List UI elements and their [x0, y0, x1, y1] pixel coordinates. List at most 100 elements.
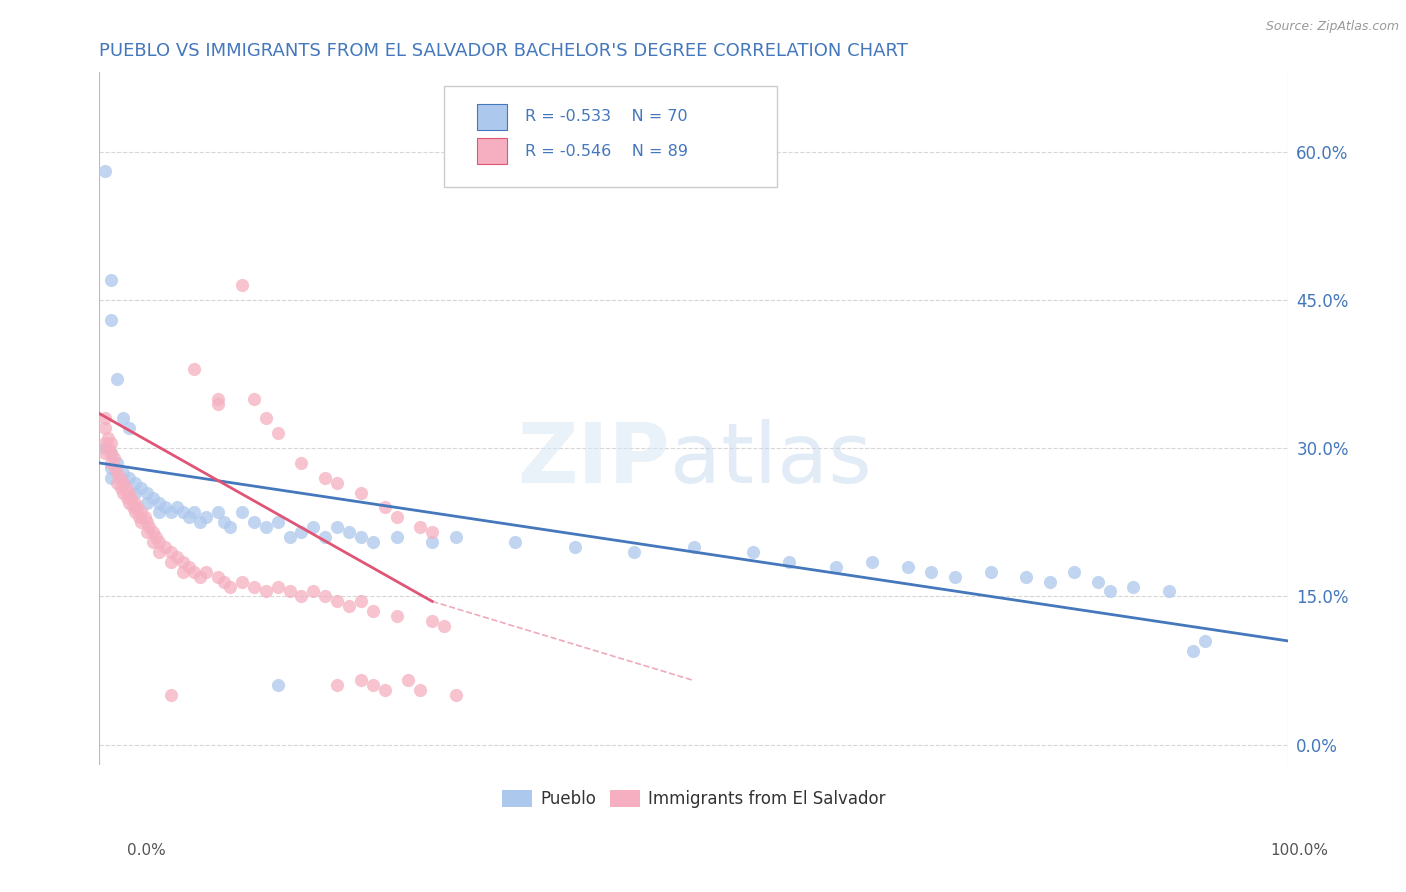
Point: [1159, 584, 1181, 599]
Point: [266, 678, 288, 692]
Y-axis label: Bachelor's Degree: Bachelor's Degree: [0, 348, 7, 489]
Point: [860, 555, 883, 569]
Point: [207, 505, 229, 519]
Point: [314, 530, 336, 544]
Point: [159, 555, 181, 569]
Point: [159, 688, 181, 702]
Point: [159, 545, 181, 559]
Point: [290, 525, 312, 540]
Point: [623, 545, 645, 559]
Point: [190, 569, 212, 583]
Point: [172, 555, 194, 569]
Point: [112, 411, 135, 425]
Point: [135, 485, 157, 500]
Point: [110, 481, 132, 495]
Point: [100, 456, 122, 470]
Point: [396, 673, 419, 688]
Point: [134, 510, 156, 524]
Bar: [478, 103, 508, 130]
Point: [135, 495, 157, 509]
Point: [148, 505, 170, 519]
Point: [177, 559, 200, 574]
Text: Source: ZipAtlas.com: Source: ZipAtlas.com: [1265, 20, 1399, 33]
Text: R = -0.546    N = 89: R = -0.546 N = 89: [524, 144, 688, 159]
Point: [302, 584, 325, 599]
Point: [778, 555, 800, 569]
Text: 100.0%: 100.0%: [1271, 843, 1329, 858]
Point: [127, 500, 149, 515]
Point: [350, 594, 373, 608]
Point: [290, 456, 312, 470]
Point: [166, 549, 188, 564]
Point: [231, 574, 253, 589]
Point: [112, 485, 135, 500]
Text: R = -0.533    N = 70: R = -0.533 N = 70: [524, 109, 688, 124]
Point: [100, 446, 122, 460]
Point: [326, 678, 349, 692]
Point: [409, 683, 432, 698]
Point: [1015, 569, 1038, 583]
FancyBboxPatch shape: [444, 87, 778, 186]
Point: [420, 525, 443, 540]
Point: [100, 461, 122, 475]
Point: [105, 372, 128, 386]
Point: [314, 471, 336, 485]
Point: [505, 535, 527, 549]
Point: [153, 500, 176, 515]
Point: [112, 475, 135, 490]
Point: [142, 525, 165, 540]
Point: [100, 273, 122, 287]
Point: [105, 466, 128, 480]
Point: [148, 545, 170, 559]
Point: [129, 505, 152, 519]
Point: [361, 678, 384, 692]
Point: [153, 540, 176, 554]
Point: [112, 466, 135, 480]
Point: [243, 392, 266, 406]
Point: [124, 505, 146, 519]
Point: [564, 540, 586, 554]
Point: [682, 540, 704, 554]
Point: [266, 580, 288, 594]
Point: [124, 495, 146, 509]
Point: [97, 431, 120, 445]
Point: [278, 584, 301, 599]
Point: [114, 481, 136, 495]
Point: [278, 530, 301, 544]
Point: [94, 446, 117, 460]
Point: [385, 609, 408, 624]
Point: [254, 411, 277, 425]
Point: [302, 520, 325, 534]
Point: [120, 491, 142, 505]
Point: [385, 510, 408, 524]
Point: [190, 516, 212, 530]
Point: [129, 481, 152, 495]
Point: [266, 426, 288, 441]
Point: [135, 516, 157, 530]
Point: [254, 584, 277, 599]
Point: [920, 565, 942, 579]
Point: [420, 535, 443, 549]
Point: [172, 505, 194, 519]
Point: [105, 456, 128, 470]
Point: [112, 475, 135, 490]
Point: [326, 594, 349, 608]
Point: [124, 475, 146, 490]
Point: [135, 525, 157, 540]
Point: [108, 471, 131, 485]
Point: [231, 505, 253, 519]
Point: [444, 530, 467, 544]
Point: [231, 278, 253, 293]
Point: [195, 510, 218, 524]
Point: [290, 590, 312, 604]
Text: PUEBLO VS IMMIGRANTS FROM EL SALVADOR BACHELOR'S DEGREE CORRELATION CHART: PUEBLO VS IMMIGRANTS FROM EL SALVADOR BA…: [100, 42, 908, 60]
Point: [207, 569, 229, 583]
Point: [104, 461, 127, 475]
Point: [1194, 634, 1216, 648]
Point: [115, 491, 138, 505]
Point: [433, 619, 456, 633]
Point: [166, 500, 188, 515]
Point: [742, 545, 765, 559]
Legend: Pueblo, Immigrants from El Salvador: Pueblo, Immigrants from El Salvador: [495, 783, 891, 815]
Point: [100, 471, 122, 485]
